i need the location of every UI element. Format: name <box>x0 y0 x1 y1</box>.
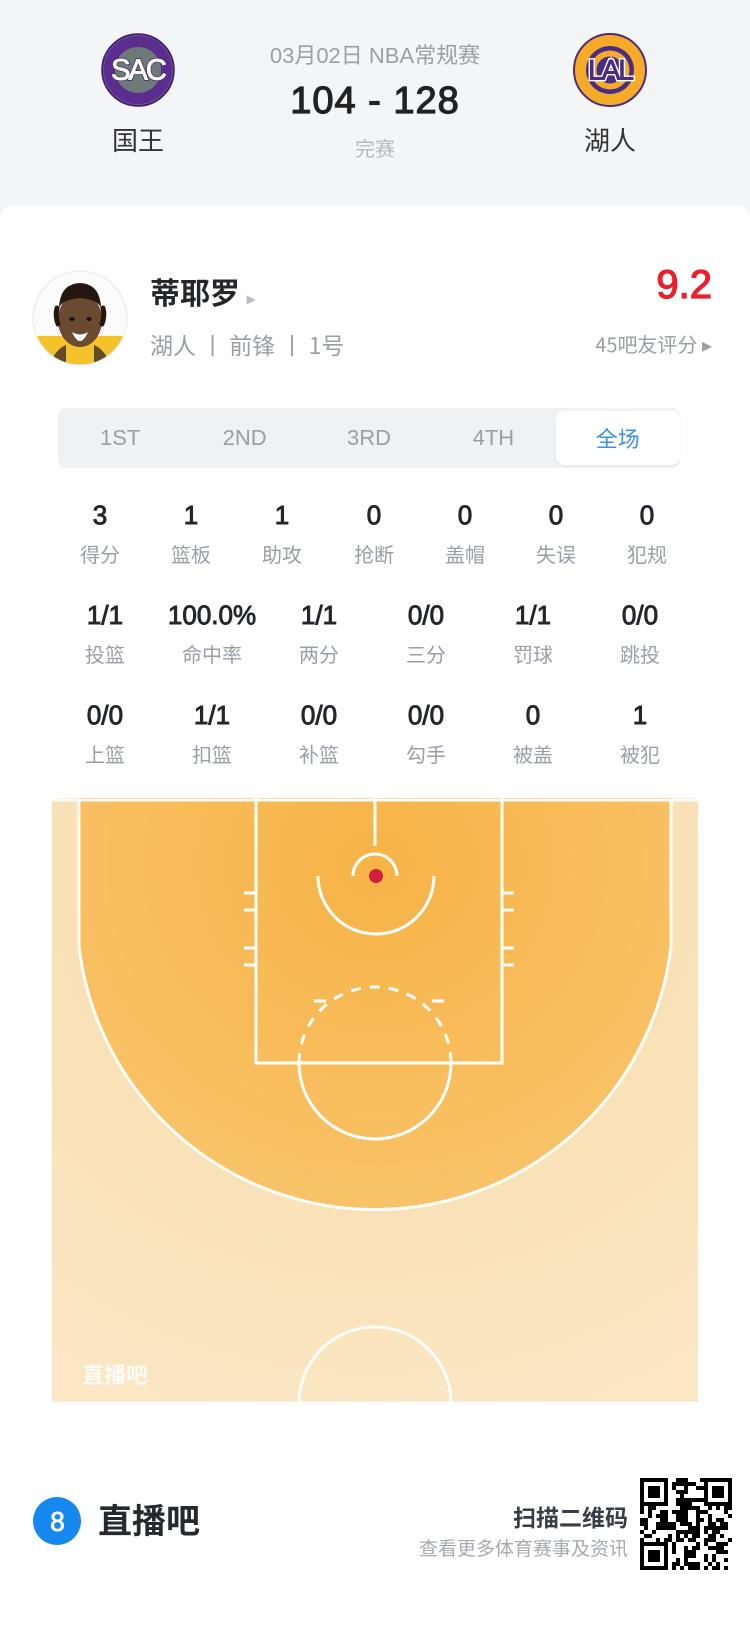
svg-text:8: 8 <box>50 1507 64 1537</box>
svg-text:LAL: LAL <box>588 55 634 86</box>
svg-text:直播吧: 直播吧 <box>82 1358 148 1390</box>
svg-text:SAC: SAC <box>111 55 167 87</box>
